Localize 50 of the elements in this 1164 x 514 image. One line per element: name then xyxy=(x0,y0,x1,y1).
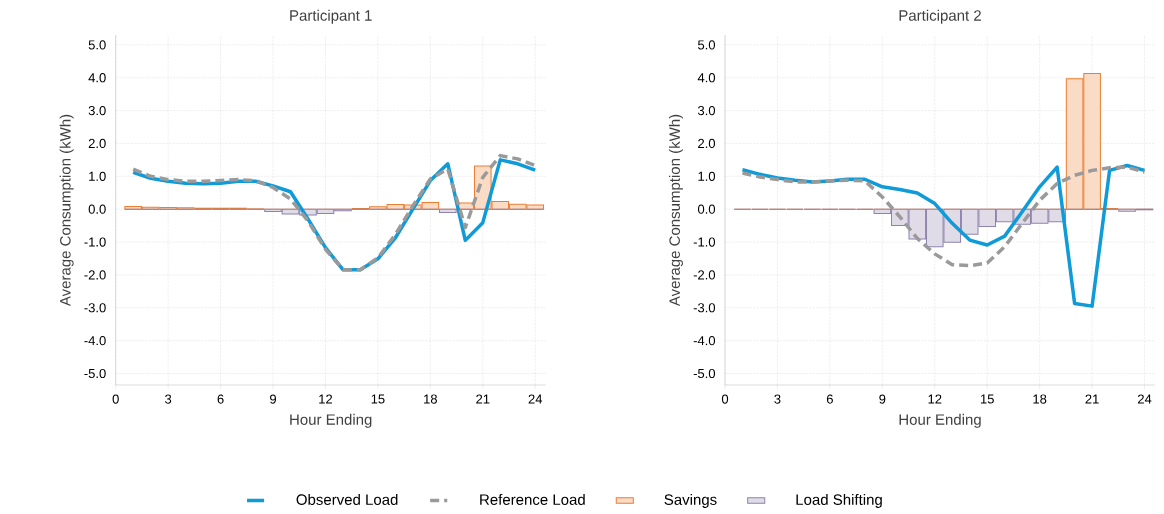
legend-label: Savings xyxy=(664,493,717,508)
y-tick-label: 4.0 xyxy=(88,73,106,83)
y-tick-label: 3.0 xyxy=(88,105,106,116)
x-tick-label: 0 xyxy=(112,394,119,404)
y-tick-label: 2.0 xyxy=(88,138,106,149)
y-tick-label: 0.0 xyxy=(88,204,106,214)
y-tick-label: -5.0 xyxy=(693,368,716,379)
y-tick-label: -2.0 xyxy=(693,270,716,280)
legend-label: Reference Load xyxy=(480,493,585,505)
x-tick-label: 15 xyxy=(980,394,994,404)
x-tick-label: 21 xyxy=(1085,394,1099,404)
y-tick-label: 0.0 xyxy=(697,204,716,214)
x-tick-label: 18 xyxy=(424,394,437,404)
y-tick-label: -5.0 xyxy=(84,368,106,379)
x-axis-title: Hour Ending xyxy=(899,413,981,428)
x-tick-label: 3 xyxy=(165,394,172,404)
y-tick-label: 5.0 xyxy=(88,40,106,50)
chart-title: Participant 1 xyxy=(290,9,372,24)
y-tick-label: -4.0 xyxy=(693,336,716,346)
x-axis-title: Hour Ending xyxy=(290,413,372,428)
y-tick-label: -2.0 xyxy=(84,270,106,280)
y-tick-label: 2.0 xyxy=(698,138,716,149)
y-tick-label: 1.0 xyxy=(698,171,716,181)
y-tick-label: 4.0 xyxy=(697,73,716,83)
y-tick-label: -3.0 xyxy=(84,303,106,313)
x-tick-label: 12 xyxy=(319,394,333,404)
x-tick-label: 0 xyxy=(721,394,729,404)
x-tick-label: 15 xyxy=(371,394,385,404)
x-tick-label: 18 xyxy=(1033,394,1047,404)
x-tick-label: 12 xyxy=(928,394,942,404)
x-tick-label: 3 xyxy=(774,394,781,404)
chart-title: Participant 2 xyxy=(899,9,981,24)
x-tick-label: 9 xyxy=(879,394,886,404)
y-tick-label: -3.0 xyxy=(693,303,716,313)
y-axis-title: Average Consumption (kWh) xyxy=(668,114,683,307)
y-tick-label: -1.0 xyxy=(84,237,106,247)
x-tick-label: 6 xyxy=(217,394,224,404)
y-tick-label: -1.0 xyxy=(693,237,716,247)
x-tick-label: 21 xyxy=(476,394,490,404)
x-tick-label: 24 xyxy=(1137,394,1152,404)
y-axis-title: Average Consumption (kWh) xyxy=(59,114,74,307)
y-tick-label: 5.0 xyxy=(697,40,716,50)
x-tick-label: 24 xyxy=(528,394,543,404)
x-tick-label: 6 xyxy=(826,394,833,404)
y-tick-label: -4.0 xyxy=(84,336,106,346)
y-tick-label: 1.0 xyxy=(89,171,106,181)
legend-label: Load Shifting xyxy=(796,493,882,508)
y-tick-label: 3.0 xyxy=(697,105,716,116)
legend-label: Observed Load xyxy=(296,493,398,505)
x-tick-label: 9 xyxy=(270,394,277,404)
